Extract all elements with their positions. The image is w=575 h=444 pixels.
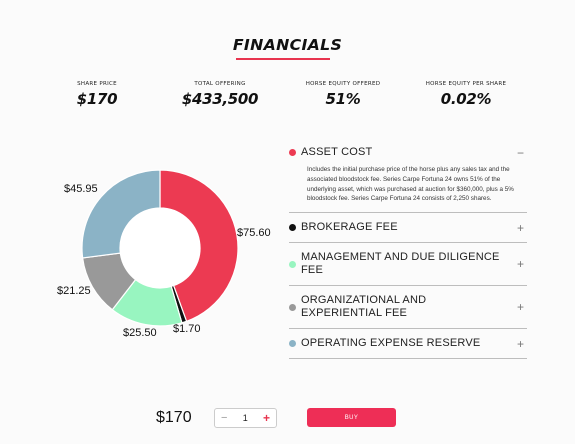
accordion-item-management-fee: MANAGEMENT AND DUE DILIGENCE FEE +	[289, 243, 527, 287]
legend-dot	[289, 260, 296, 268]
slice-label-organizational-fee: $21.25	[57, 285, 91, 297]
accordion-title: ASSET COST	[301, 146, 373, 158]
accordion-item-organizational-fee: ORGANIZATIONAL AND EXPERIENTIAL FEE +	[289, 286, 527, 330]
accordion-item-brokerage-fee: BROKERAGE FEE +	[289, 213, 527, 244]
stat-value: 51%	[325, 90, 361, 108]
legend-dot	[289, 303, 296, 311]
stat-label: TOTAL OFFERING	[194, 81, 246, 87]
accordion-item-operating-reserve: OPERATING EXPENSE RESERVE +	[289, 329, 527, 360]
purchase-bar: $170 − 1 + BUY	[0, 406, 575, 430]
stat-label: HORSE EQUITY PER SHARE	[425, 81, 507, 87]
expand-icon[interactable]: +	[516, 257, 524, 272]
accordion-header[interactable]: ORGANIZATIONAL AND EXPERIENTIAL FEE +	[289, 286, 527, 328]
slice-label-asset-cost: $75.60	[237, 227, 271, 239]
expand-icon[interactable]: +	[516, 300, 524, 315]
legend-dot	[289, 340, 296, 348]
increment-button[interactable]: +	[262, 411, 270, 425]
accordion-title: MANAGEMENT AND DUE DILIGENCE FEE	[301, 251, 500, 277]
stat-value: $433,500	[181, 90, 259, 108]
accordion-header[interactable]: ASSET COST −	[289, 140, 527, 165]
buy-button[interactable]: BUY	[307, 408, 396, 427]
slice-label-brokerage-fee: $1.70	[173, 323, 201, 335]
stat-total-offering: TOTAL OFFERING $433,500	[170, 81, 270, 108]
legend-dot	[289, 149, 296, 156]
accordion-item-asset-cost: ASSET COST − Includes the initial purcha…	[289, 140, 527, 214]
stat-label: HORSE EQUITY OFFERED	[305, 81, 381, 87]
accordion-header[interactable]: MANAGEMENT AND DUE DILIGENCE FEE +	[289, 243, 527, 285]
accordion-header[interactable]: BROKERAGE FEE +	[289, 213, 527, 242]
accordion-body: Includes the initial purchase price of t…	[307, 166, 514, 203]
collapse-icon[interactable]: −	[516, 146, 524, 160]
expand-icon[interactable]: +	[516, 221, 524, 236]
slice-label-operating-reserve: $45.95	[64, 183, 98, 195]
stat-share-price: SHARE PRICE $170	[47, 81, 147, 108]
stat-horse-equity-offered: HORSE EQUITY OFFERED 51%	[293, 81, 393, 108]
accordion-title: ORGANIZATIONAL AND EXPERIENTIAL FEE	[301, 294, 427, 320]
donut-chart	[81, 169, 239, 327]
donut-hole	[120, 208, 200, 288]
decrement-button[interactable]: −	[221, 412, 228, 424]
purchase-price: $170	[156, 409, 192, 426]
quantity-stepper[interactable]: − 1 +	[214, 408, 277, 428]
legend-dot	[289, 224, 296, 232]
fee-accordion: ASSET COST − Includes the initial purcha…	[289, 140, 527, 360]
section-title: FINANCIALS	[232, 36, 343, 54]
stat-label: SHARE PRICE	[77, 81, 117, 87]
quantity-value[interactable]: 1	[242, 413, 248, 423]
expand-icon[interactable]: +	[516, 337, 524, 352]
accordion-title: OPERATING EXPENSE RESERVE	[301, 337, 481, 350]
stat-value: 0.02%	[440, 90, 492, 108]
slice-label-management-fee: $25.50	[123, 327, 157, 339]
stat-value: $170	[76, 90, 118, 108]
accordion-header[interactable]: OPERATING EXPENSE RESERVE +	[289, 329, 527, 358]
accordion-title: BROKERAGE FEE	[301, 221, 398, 234]
title-underline	[236, 58, 330, 60]
stat-horse-equity-per-share: HORSE EQUITY PER SHARE 0.02%	[416, 81, 516, 108]
